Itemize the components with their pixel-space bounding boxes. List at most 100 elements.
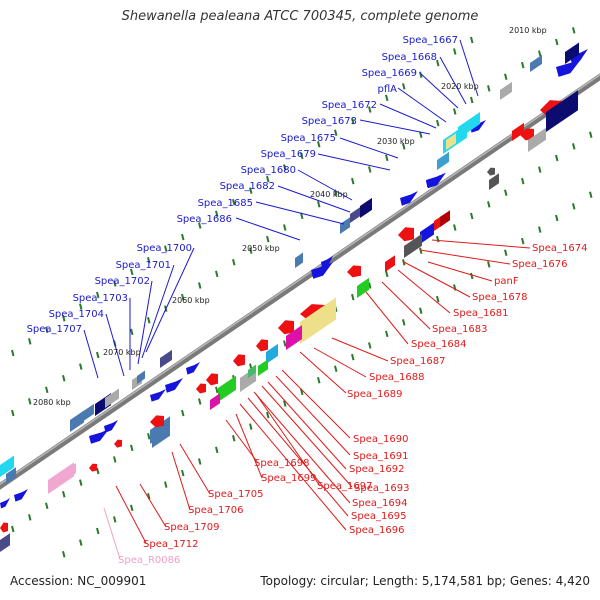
reverse-gene[interactable] [114, 439, 122, 448]
reverse-gene[interactable] [347, 265, 361, 278]
reverse-gene[interactable] [258, 359, 268, 376]
reverse-gene[interactable] [440, 210, 450, 227]
forward-gene[interactable] [470, 120, 486, 133]
gene-label[interactable]: Spea_1704 [49, 309, 104, 320]
gene-label[interactable]: Spea_1705 [208, 489, 263, 500]
reverse-gene[interactable] [196, 383, 206, 394]
reverse-gene[interactable] [60, 463, 76, 484]
gene-label[interactable]: Spea_1709 [164, 522, 219, 533]
gene-label[interactable]: Spea_1703 [73, 293, 128, 304]
forward-gene[interactable] [340, 217, 350, 234]
gene-label[interactable]: Spea_1684 [411, 339, 466, 350]
forward-gene[interactable] [0, 455, 14, 477]
gene-label[interactable]: Spea_1685 [198, 198, 253, 209]
forward-gene[interactable] [104, 420, 118, 433]
gene-label[interactable]: Spea_1689 [347, 389, 402, 400]
gene-label[interactable]: Spea_1690 [353, 434, 408, 445]
gene-label[interactable]: Spea_1669 [362, 68, 417, 79]
forward-gene[interactable] [0, 498, 10, 509]
reverse-gene[interactable] [512, 122, 524, 141]
reverse-gene[interactable] [256, 339, 268, 352]
gene-label[interactable]: Spea_1698 [254, 458, 309, 469]
gene-label[interactable]: Spea_1692 [349, 464, 404, 475]
gene-label[interactable]: pflA [378, 84, 398, 95]
gene-label[interactable]: Spea_1699 [261, 473, 316, 484]
reverse-gene[interactable] [385, 255, 395, 272]
forward-gene[interactable] [137, 370, 145, 384]
reverse-gene[interactable] [487, 167, 495, 176]
gene-label[interactable]: Spea_1694 [352, 498, 407, 509]
reverse-gene[interactable] [489, 173, 499, 190]
gene-label[interactable]: Spea_1680 [241, 165, 296, 176]
gene-label[interactable]: Spea_1706 [188, 505, 243, 516]
reverse-gene[interactable] [0, 522, 8, 533]
forward-gene[interactable] [160, 349, 172, 368]
reverse-gene[interactable] [357, 277, 369, 298]
reverse-gene[interactable] [398, 227, 414, 242]
forward-gene[interactable] [6, 467, 16, 484]
reverse-gene[interactable] [233, 354, 245, 367]
gene-label[interactable]: Spea_1676 [512, 259, 567, 270]
gene-label[interactable]: Spea_1686 [177, 214, 232, 225]
reverse-gene[interactable] [278, 320, 294, 335]
reverse-gene[interactable] [528, 127, 546, 152]
forward-gene[interactable] [321, 256, 333, 269]
gene-label[interactable]: Spea_1696 [349, 525, 404, 536]
reverse-gene[interactable] [150, 415, 164, 428]
gene-label[interactable]: Spea_1695 [351, 511, 406, 522]
forward-gene[interactable] [500, 81, 512, 100]
forward-gene[interactable] [82, 403, 94, 422]
gene-label[interactable]: Spea_1672 [322, 100, 377, 111]
gene-label[interactable]: Spea_1701 [116, 260, 171, 271]
gene-label[interactable]: Spea_1697 [317, 481, 372, 492]
reverse-gene[interactable] [89, 463, 97, 472]
reverse-gene[interactable] [218, 375, 236, 402]
gene-label[interactable]: Spea_1679 [261, 149, 316, 160]
forward-gene[interactable] [530, 54, 542, 72]
reverse-gene[interactable] [0, 533, 10, 552]
forward-gene[interactable] [105, 388, 119, 408]
gene-label[interactable]: Spea_1681 [453, 308, 508, 319]
forward-gene[interactable] [89, 429, 109, 444]
gene-label[interactable]: Spea_1673 [302, 116, 357, 127]
gene-label[interactable]: Spea_1691 [353, 451, 408, 462]
gene-label[interactable]: Spea_1668 [382, 52, 437, 63]
gene-label[interactable]: Spea_1700 [137, 243, 192, 254]
forward-gene[interactable] [186, 362, 200, 375]
forward-gene[interactable] [150, 389, 166, 402]
forward-gene[interactable] [437, 151, 449, 170]
gene-label[interactable]: panF [494, 276, 519, 287]
reverse-gene[interactable] [286, 325, 302, 350]
gene-label[interactable]: Spea_1667 [403, 35, 458, 46]
forward-gene[interactable] [570, 49, 588, 64]
forward-gene[interactable] [565, 42, 579, 64]
reverse-gene[interactable] [248, 364, 256, 378]
gene-label[interactable]: Spea_1712 [143, 539, 198, 550]
gene-label[interactable]: Spea_1707 [27, 324, 82, 335]
forward-gene[interactable] [360, 197, 372, 218]
gene-label[interactable]: Spea_1688 [369, 372, 424, 383]
reverse-gene[interactable] [210, 393, 220, 410]
reverse-gene[interactable] [206, 373, 218, 386]
forward-gene[interactable] [426, 175, 440, 188]
gene-label[interactable]: Spea_1678 [472, 292, 527, 303]
reverse-gene[interactable] [404, 233, 422, 258]
gene-label[interactable]: Spea_R0086 [118, 555, 180, 566]
forward-gene[interactable] [165, 378, 183, 393]
forward-gene[interactable] [400, 191, 418, 206]
forward-gene[interactable] [556, 58, 582, 77]
reverse-gene[interactable] [266, 343, 278, 364]
gene-label[interactable]: Spea_1675 [281, 133, 336, 144]
gene-label[interactable]: Spea_1682 [220, 181, 275, 192]
forward-gene[interactable] [458, 112, 480, 139]
forward-gene[interactable] [14, 489, 28, 502]
forward-gene[interactable] [70, 410, 84, 432]
gene-label[interactable]: Spea_1702 [95, 276, 150, 287]
forward-gene[interactable] [446, 133, 456, 150]
forward-gene[interactable] [295, 252, 303, 268]
reverse-gene[interactable] [546, 90, 578, 132]
reverse-gene[interactable] [152, 421, 170, 448]
reverse-gene[interactable] [420, 222, 434, 244]
gene-label[interactable]: Spea_1683 [432, 324, 487, 335]
